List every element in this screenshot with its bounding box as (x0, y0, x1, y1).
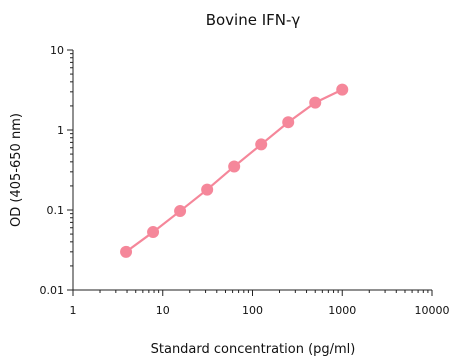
chart-title: Bovine IFN-γ (206, 11, 301, 29)
x-tick-label: 1000 (328, 304, 356, 317)
x-ticks: 1 10 100 1000 10000 (70, 290, 449, 317)
data-point (309, 96, 322, 109)
plot-area: 1 10 100 1000 10000 0.01 0.1 1 10 (40, 44, 449, 317)
y-tick-label: 1 (57, 124, 64, 137)
x-axis-label: Standard concentration (pg/ml) (151, 342, 356, 357)
y-ticks: 0.01 0.1 1 10 (40, 44, 73, 297)
data-point (336, 83, 349, 96)
y-axis-label: OD (405-650 nm) (9, 113, 24, 227)
data-point (201, 183, 214, 196)
data-point (228, 160, 241, 173)
data-point (255, 138, 268, 151)
series (120, 83, 349, 258)
x-tick-label: 100 (242, 304, 263, 317)
data-point (282, 116, 295, 129)
data-point (120, 245, 133, 258)
data-point (147, 226, 160, 239)
x-tick-label: 10 (156, 304, 170, 317)
x-tick-label: 10000 (415, 304, 449, 317)
y-tick-label: 0.1 (47, 204, 65, 217)
y-tick-label: 0.01 (40, 284, 65, 297)
y-tick-label: 10 (50, 44, 64, 57)
data-point (174, 205, 187, 218)
x-tick-label: 1 (70, 304, 77, 317)
